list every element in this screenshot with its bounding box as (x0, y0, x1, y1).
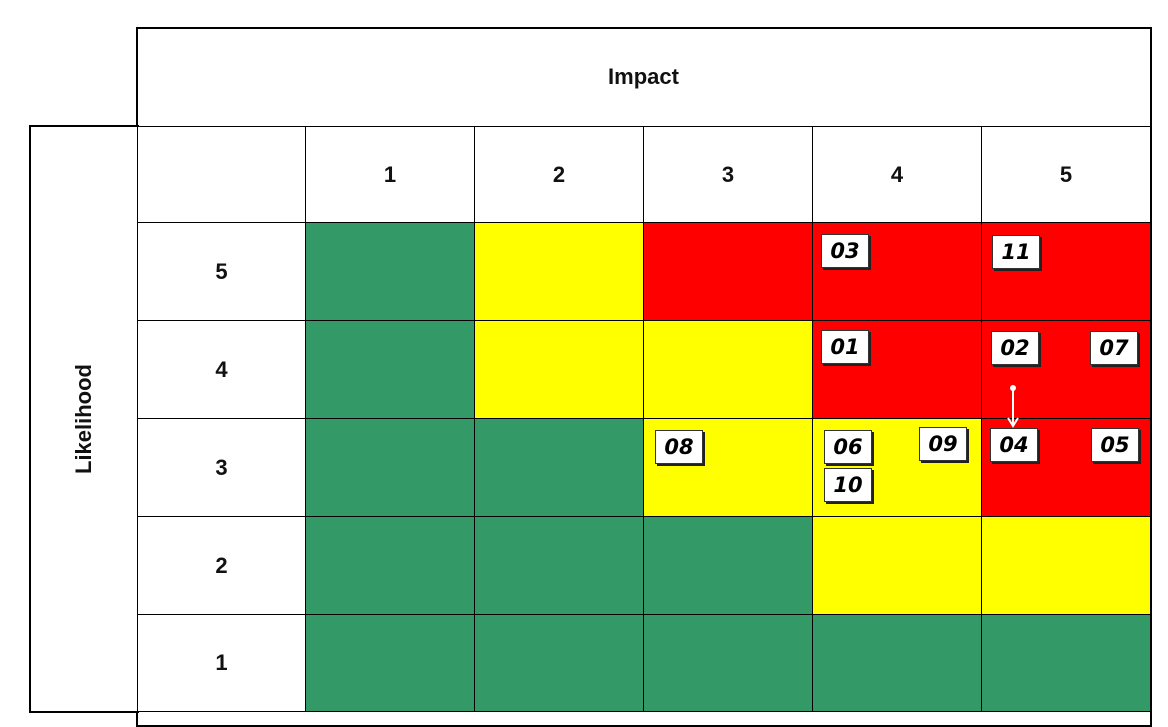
likelihood-level-5: 5 (137, 222, 306, 321)
matrix-cell-l2-i4 (812, 516, 982, 615)
corner-cell (137, 126, 306, 223)
likelihood-title-wrap: Likelihood (30, 126, 137, 711)
matrix-cell-l5-i1 (305, 222, 475, 321)
matrix-cell-l2-i2 (474, 516, 644, 615)
risk-tag-02[interactable]: 02 (991, 331, 1039, 365)
likelihood-level-3: 3 (137, 418, 306, 517)
matrix-cell-l2-i3 (643, 516, 813, 615)
impact-level-3: 3 (643, 126, 813, 223)
likelihood-header-frame (29, 125, 139, 713)
impact-level-5: 5 (981, 126, 1151, 223)
risk-tag-08[interactable]: 08 (655, 430, 703, 464)
risk-tag-04[interactable]: 04 (990, 428, 1038, 462)
matrix-cell-l1-i4 (812, 614, 982, 712)
impact-level-1: 1 (305, 126, 475, 223)
matrix-cell-l2-i1 (305, 516, 475, 615)
impact-title: Impact (608, 63, 679, 89)
matrix-cell-l5-i3 (643, 222, 813, 321)
risk-tag-07[interactable]: 07 (1090, 331, 1138, 365)
likelihood-title: Likelihood (70, 363, 96, 474)
risk-tag-03[interactable]: 03 (821, 234, 869, 268)
impact-level-4: 4 (812, 126, 982, 223)
matrix-cell-l3-i2 (474, 418, 644, 517)
risk-tag-09[interactable]: 09 (919, 427, 967, 461)
likelihood-level-4: 4 (137, 320, 306, 419)
impact-level-2: 2 (474, 126, 644, 223)
matrix-cell-l2-i5 (981, 516, 1151, 615)
matrix-cell-l4-i3 (643, 320, 813, 419)
risk-tag-05[interactable]: 05 (1091, 428, 1139, 462)
risk-tag-06[interactable]: 06 (824, 430, 872, 464)
matrix-cell-l1-i3 (643, 614, 813, 712)
risk-tag-01[interactable]: 01 (821, 330, 869, 364)
matrix-cell-l5-i2 (474, 222, 644, 321)
matrix-cell-l3-i1 (305, 418, 475, 517)
likelihood-level-1: 1 (137, 614, 306, 712)
movement-arrow-icon (1007, 385, 1019, 428)
matrix-cell-l4-i2 (474, 320, 644, 419)
matrix-cell-l1-i5 (981, 614, 1151, 712)
matrix-cell-l4-i1 (305, 320, 475, 419)
risk-tag-11[interactable]: 11 (992, 235, 1040, 269)
likelihood-level-2: 2 (137, 516, 306, 615)
matrix-cell-l1-i2 (474, 614, 644, 712)
risk-tag-10[interactable]: 10 (824, 468, 872, 502)
matrix-cell-l1-i1 (305, 614, 475, 712)
